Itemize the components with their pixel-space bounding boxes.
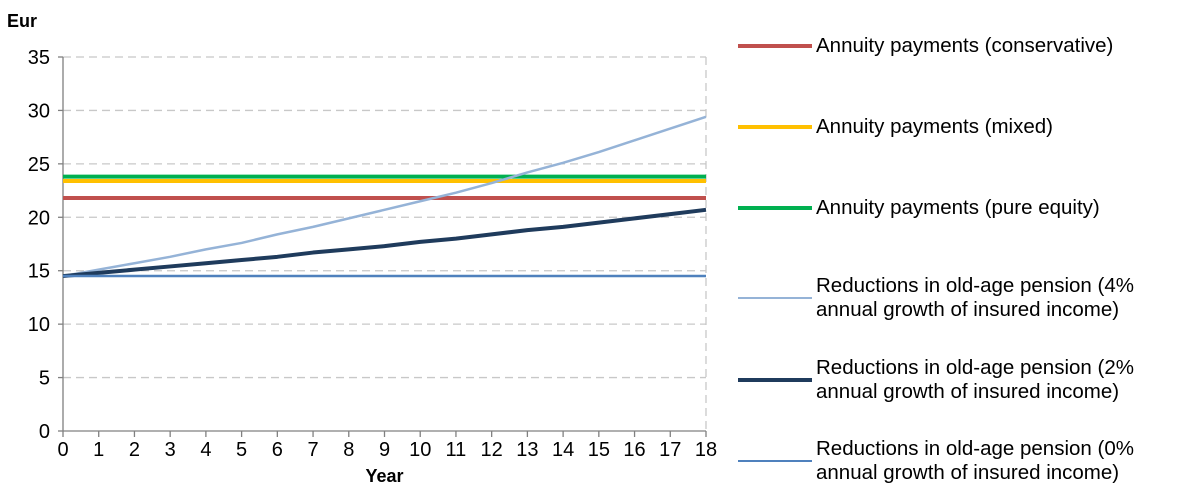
- x-tick-label: 15: [588, 439, 610, 461]
- series-line-5: [62, 207, 707, 279]
- legend-swatch: [738, 206, 812, 210]
- x-tick-label: 10: [409, 439, 431, 461]
- y-tick-label: 20: [28, 207, 50, 229]
- legend-swatch: [738, 296, 812, 300]
- y-tick-label: 5: [39, 368, 50, 390]
- legend-item: Reductions in old-age pension (0% annual…: [738, 437, 1134, 485]
- legend-swatch: [738, 44, 812, 48]
- legend-swatch: [738, 459, 812, 463]
- x-tick-label: 3: [165, 439, 176, 461]
- x-tick-label: 4: [200, 439, 211, 461]
- x-tick-label: 18: [695, 439, 717, 461]
- y-tick-label: 25: [28, 154, 50, 176]
- x-tick-label: 16: [623, 439, 645, 461]
- legend-swatch: [738, 378, 812, 382]
- chart-legend: Annuity payments (conservative) Annuity p…: [738, 0, 1194, 492]
- y-tick-label: 15: [28, 261, 50, 283]
- x-tick-label: 2: [129, 439, 140, 461]
- x-tick-label: 5: [236, 439, 247, 461]
- y-tick-label: 0: [39, 421, 50, 443]
- axes: [58, 56, 707, 437]
- x-tick-label: 9: [379, 439, 390, 461]
- legend-label: Annuity payments (conservative): [816, 34, 1114, 57]
- legend-label: Reductions in old-age pension (2% annual…: [816, 356, 1134, 403]
- y-tick-label: 30: [28, 100, 50, 122]
- x-tick-label: 17: [659, 439, 681, 461]
- x-tick-label: 0: [57, 439, 68, 461]
- legend-label: Reductions in old-age pension (0% annual…: [816, 437, 1134, 484]
- legend-label: Reductions in old-age pension (4% annual…: [816, 274, 1134, 321]
- legend-label: Annuity payments (mixed): [816, 115, 1053, 138]
- legend-label: Annuity payments (pure equity): [816, 196, 1100, 219]
- x-tick-label: 7: [307, 439, 318, 461]
- legend-item: Reductions in old-age pension (4% annual…: [738, 274, 1134, 322]
- x-tick-label: 6: [272, 439, 283, 461]
- y-tick-label: 35: [28, 47, 50, 69]
- series-lines: [62, 115, 707, 279]
- x-tick-label: 14: [552, 439, 574, 461]
- gridlines: [63, 56, 707, 431]
- x-axis-title: Year: [365, 466, 403, 486]
- legend-swatch: [738, 125, 812, 129]
- x-tick-label: 8: [343, 439, 354, 461]
- legend-item: Annuity payments (pure equity): [738, 196, 1100, 220]
- series-line-4: [62, 115, 707, 278]
- x-tick-label: 13: [516, 439, 538, 461]
- y-axis-title: Eur: [7, 11, 37, 31]
- y-tick-label: 10: [28, 314, 50, 336]
- x-tick-label: 1: [93, 439, 104, 461]
- legend-item: Reductions in old-age pension (2% annual…: [738, 356, 1134, 404]
- legend-item: Annuity payments (conservative): [738, 34, 1113, 58]
- x-tick-label: 11: [446, 439, 467, 461]
- legend-item: Annuity payments (mixed): [738, 115, 1053, 139]
- x-tick-label: 12: [481, 439, 503, 461]
